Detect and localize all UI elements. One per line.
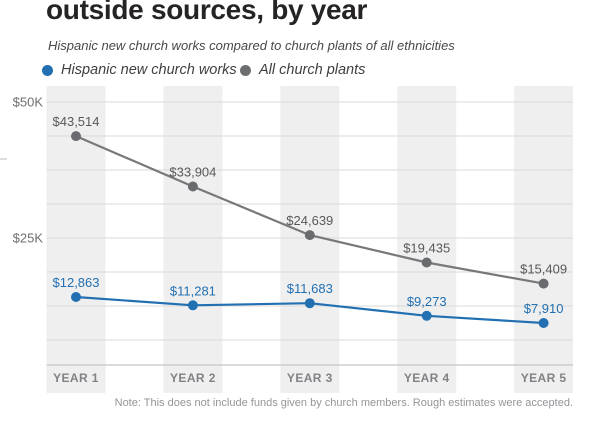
legend-item-all-plants: All church plants	[240, 61, 365, 79]
data-point-label-all-church-plants-5: $15,409	[520, 262, 567, 277]
legend-item-hispanic: Hispanic new church works	[42, 61, 237, 79]
data-point-all-church-plants-4	[421, 257, 432, 268]
data-point-hispanic-new-church-works-5	[538, 318, 549, 328]
chart-title: outside sources, by year	[46, 0, 368, 25]
data-point-label-hispanic-new-church-works-1: $12,863	[53, 275, 100, 290]
data-point-label-all-church-plants-1: $43,514	[53, 114, 100, 129]
data-point-all-church-plants-2	[187, 181, 198, 192]
x-category-label-year-5: YEAR 5	[521, 371, 567, 385]
data-point-label-hispanic-new-church-works-5: $7,910	[524, 301, 564, 316]
legend-label: Hispanic new church works	[61, 62, 237, 78]
y-tick-label: $50K	[13, 95, 44, 110]
data-point-hispanic-new-church-works-4	[421, 310, 432, 321]
data-point-label-all-church-plants-2: $33,904	[169, 165, 216, 180]
column-stripe-year-2	[163, 86, 223, 393]
y-tick-label: $25K	[13, 231, 44, 246]
legend-dot-icon	[42, 64, 53, 76]
data-point-all-church-plants-5	[538, 278, 549, 289]
x-category-label-year-4: YEAR 4	[404, 371, 450, 385]
data-point-label-all-church-plants-3: $24,639	[286, 213, 333, 228]
legend-dot-icon	[240, 64, 251, 76]
x-category-label-year-1: YEAR 1	[53, 371, 99, 385]
data-point-all-church-plants-1	[71, 131, 81, 142]
column-stripe-year-4	[397, 86, 457, 393]
data-point-hispanic-new-church-works-1	[71, 292, 81, 302]
column-stripe-year-5	[514, 86, 574, 393]
x-category-label-year-2: YEAR 2	[170, 371, 216, 385]
data-point-label-hispanic-new-church-works-2: $11,281	[170, 283, 216, 298]
chart-footnote: Note: This does not include funds given …	[114, 397, 573, 409]
data-point-all-church-plants-3	[304, 230, 315, 241]
chart-subtitle: Hispanic new church works compared to ch…	[48, 38, 455, 53]
x-category-label-year-3: YEAR 3	[287, 371, 333, 385]
data-point-hispanic-new-church-works-2	[187, 300, 198, 311]
data-point-label-hispanic-new-church-works-4: $9,273	[407, 294, 447, 309]
data-point-label-hispanic-new-church-works-3: $11,683	[287, 281, 333, 296]
legend-label: All church plants	[259, 62, 366, 78]
data-point-label-all-church-plants-4: $19,435	[403, 241, 450, 256]
data-point-hispanic-new-church-works-3	[304, 298, 315, 309]
